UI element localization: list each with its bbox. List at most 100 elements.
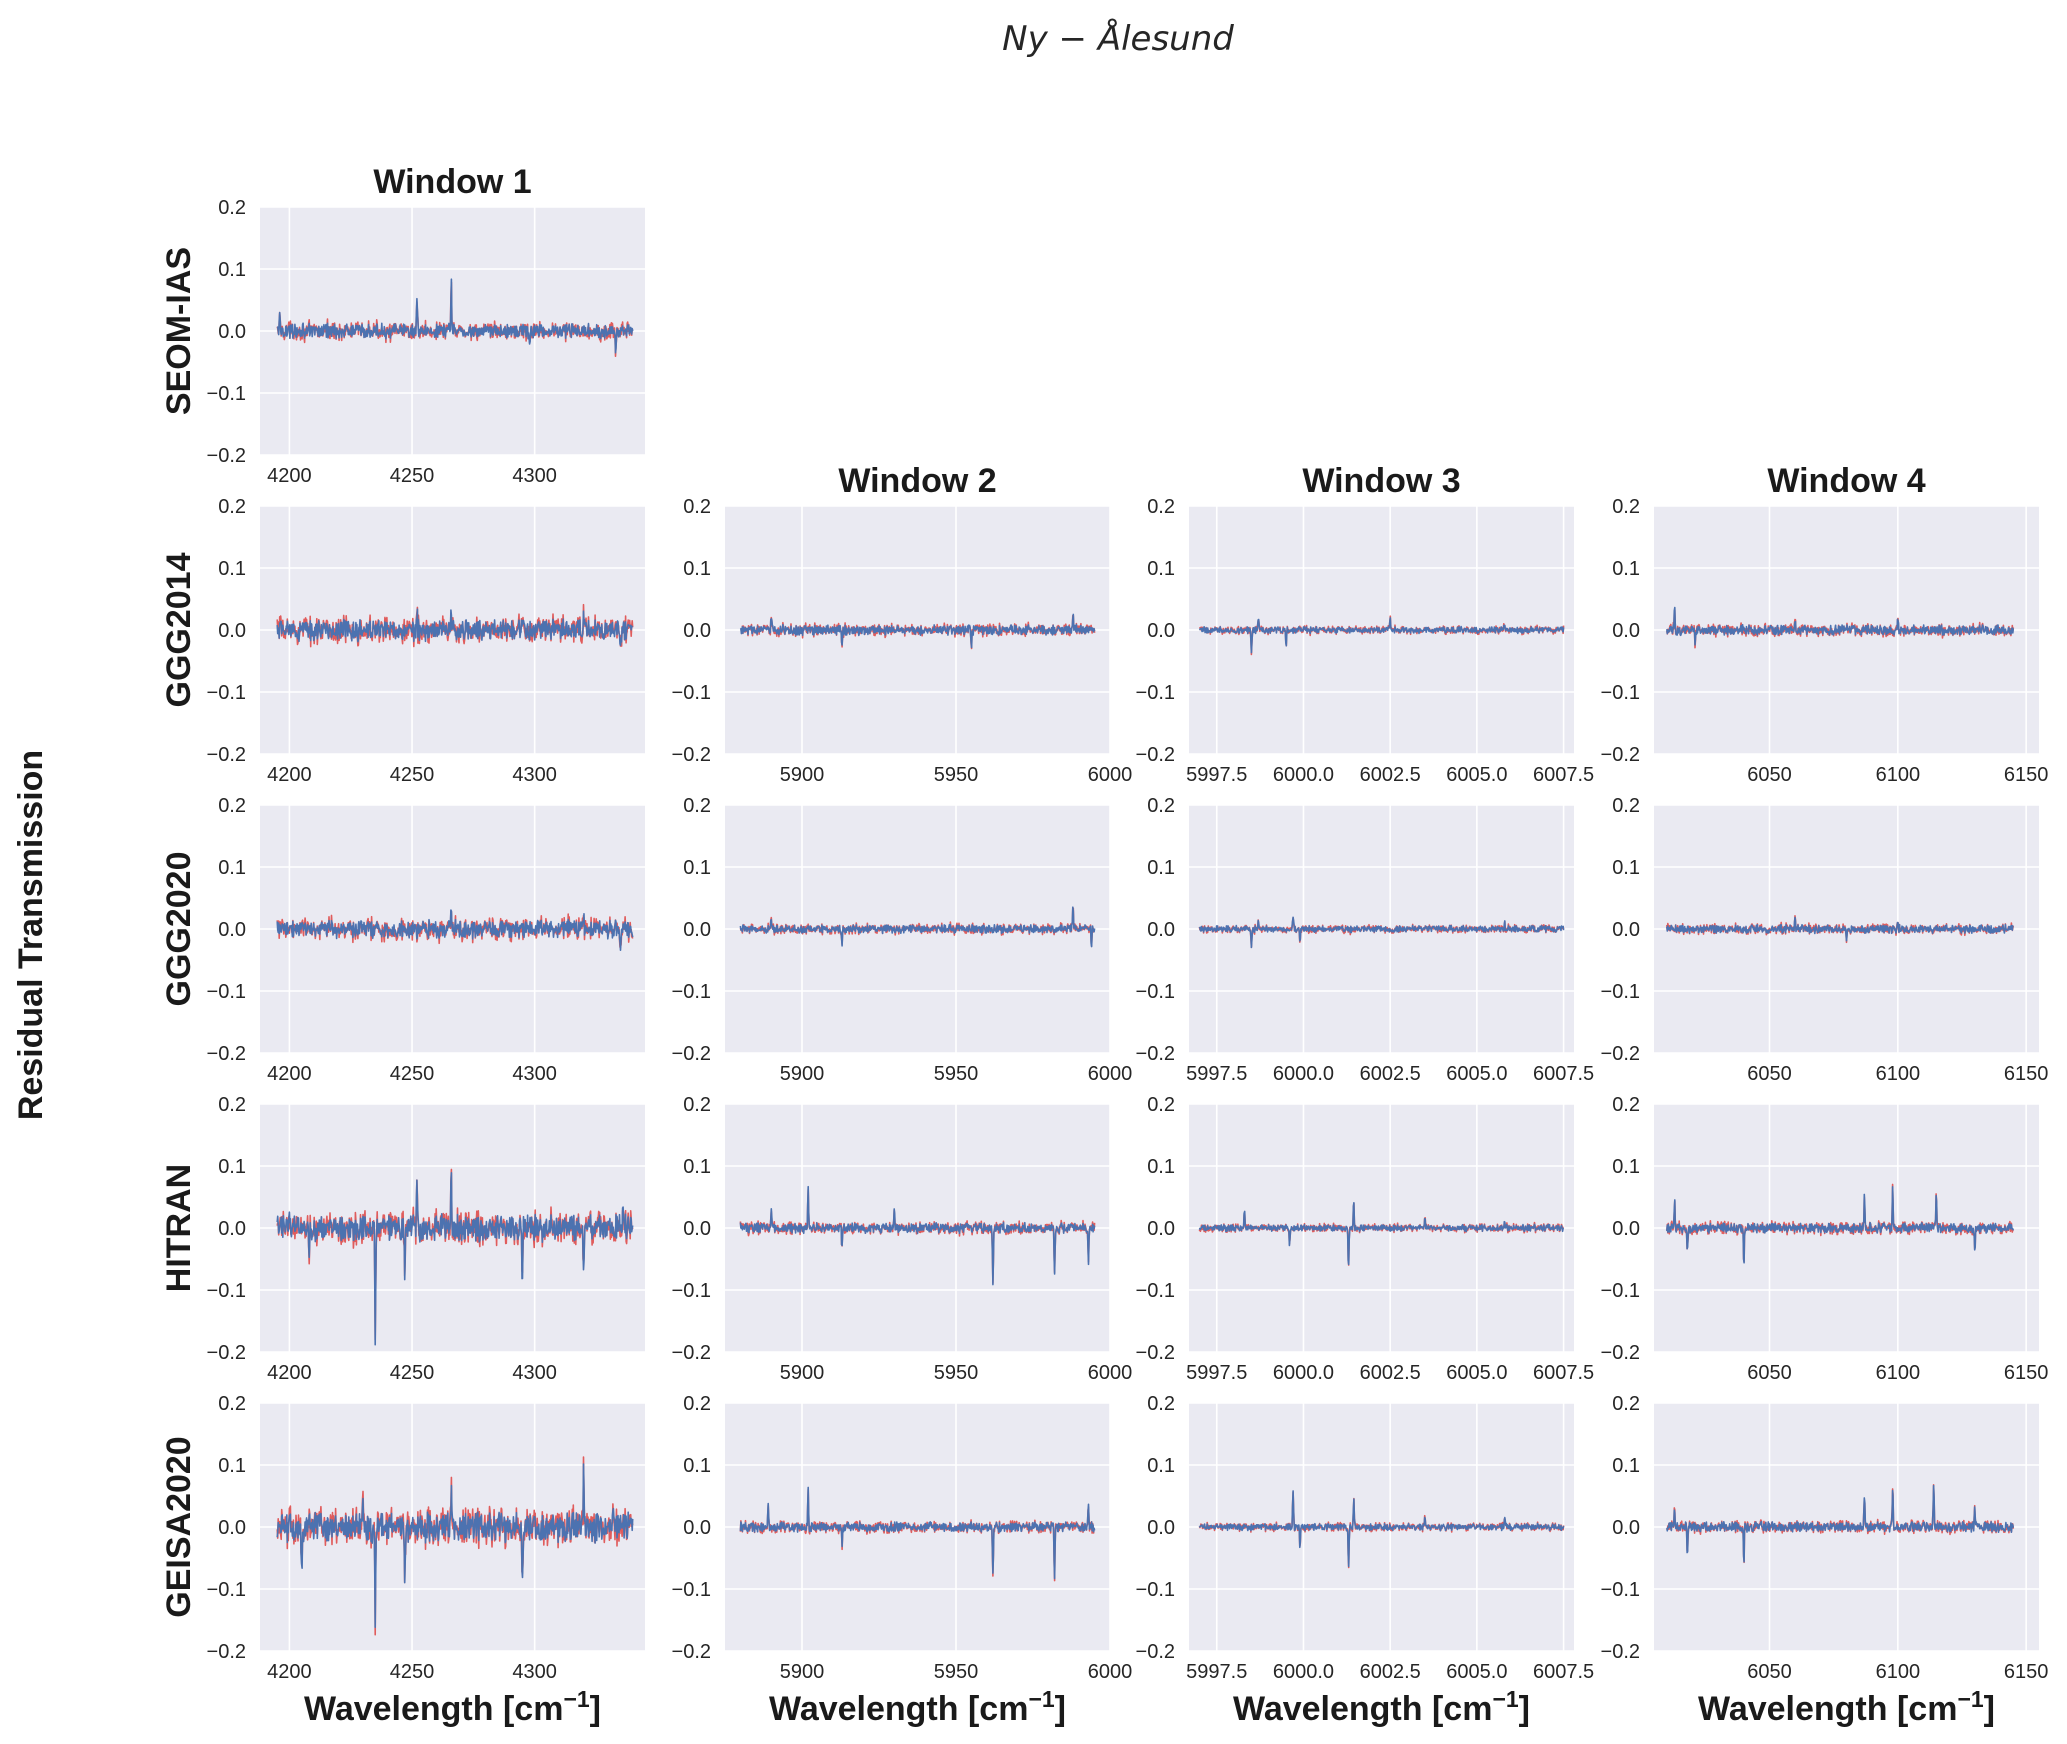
figure-title: Ny − Ålesund	[1002, 18, 1234, 59]
y-tick-label: 0.1	[218, 259, 246, 281]
panel-seom-ias-window-1: −0.2 −0.1 0.0 0.1 0.2 4200 4250 4300	[207, 197, 645, 487]
fitted-series-line	[276, 278, 634, 354]
x-tick-label: 6100	[1876, 1362, 1921, 1384]
panel-ggg2020-window-3: −0.2 −0.1 0.0 0.1 0.2 5997.5 6000.0 6002.5 6005.…	[1136, 795, 1595, 1085]
y-tick-label: 0.2	[218, 197, 246, 219]
y-tick-label: −0.1	[207, 1579, 246, 1601]
row-label-ggg2020: GGG2020	[160, 852, 198, 1007]
y-tick-label: 0.0	[218, 919, 246, 941]
panel-geisa2020-window-4: −0.2 −0.1 0.0 0.1 0.2 6050 6100 6150	[1601, 1393, 2049, 1683]
x-tick-label: 6002.5	[1360, 1063, 1421, 1085]
fitted-series-line	[1666, 606, 2015, 646]
y-tick-label: 0.2	[1147, 496, 1175, 518]
row-labels: SEOM-IAS GGG2014 GGG2020 HITRAN GEISA2020	[160, 247, 198, 1618]
y-tick-label: 0.0	[218, 1517, 246, 1539]
x-axis-label-bracket: ]	[590, 1690, 601, 1728]
fitted-series-line	[1198, 617, 1565, 654]
x-tick-label: 6000.0	[1273, 1661, 1334, 1683]
y-tick-label: 0.1	[683, 558, 711, 580]
x-tick-label: 4300	[512, 764, 557, 786]
y-tick-label: −0.1	[1136, 682, 1175, 704]
y-tick-label: 0.0	[1147, 1218, 1175, 1240]
panel-ggg2014-window-2: −0.2 −0.1 0.0 0.1 0.2 5900 5950 6000	[672, 496, 1133, 786]
x-tick-label: 6005.0	[1446, 1661, 1507, 1683]
x-tick-label: 6000	[1088, 764, 1133, 786]
y-tick-label: 0.1	[218, 1455, 246, 1477]
y-tick-label: −0.1	[207, 383, 246, 405]
x-tick-label: 6150	[2004, 1362, 2049, 1384]
y-tick-label: −0.1	[672, 1280, 711, 1302]
x-tick-label: 5950	[934, 1362, 979, 1384]
y-tick-label: 0.2	[218, 795, 246, 817]
x-tick-label: 5900	[780, 1063, 825, 1085]
panel-grid: −0.2 −0.1 0.0 0.1 0.2 4200 4250 4300 −0.2 −0.1 0.0…	[207, 197, 2049, 1683]
y-tick-label: −0.1	[1136, 1280, 1175, 1302]
column-titles: Window 1 Window 2 Window 3 Window 4	[373, 163, 1925, 500]
x-tick-label: 6005.0	[1446, 1362, 1507, 1384]
panel-geisa2020-window-1: −0.2 −0.1 0.0 0.1 0.2 4200 4250 4300	[207, 1393, 645, 1683]
x-tick-label: 6150	[2004, 1661, 2049, 1683]
fitted-series-line	[276, 608, 634, 647]
y-tick-label: −0.1	[207, 981, 246, 1003]
x-tick-label: 6002.5	[1360, 1661, 1421, 1683]
y-tick-label: −0.2	[1601, 1043, 1640, 1065]
y-tick-label: −0.1	[1601, 1280, 1640, 1302]
x-tick-label: 6100	[1876, 1063, 1921, 1085]
y-tick-label: −0.2	[207, 445, 246, 467]
panel-ggg2014-window-1: −0.2 −0.1 0.0 0.1 0.2 4200 4250 4300	[207, 496, 645, 786]
y-tick-label: 0.0	[683, 1218, 711, 1240]
y-tick-label: −0.2	[1136, 744, 1175, 766]
x-tick-label: 6007.5	[1533, 1063, 1594, 1085]
fitted-series-line	[739, 613, 1096, 649]
y-tick-label: 0.0	[683, 620, 711, 642]
y-tick-label: −0.1	[1136, 1579, 1175, 1601]
fitted-series-line	[276, 909, 634, 952]
fitted-series-line	[276, 1463, 634, 1628]
panel-ggg2014-window-3: −0.2 −0.1 0.0 0.1 0.2 5997.5 6000.0 6002.5 6005.…	[1136, 496, 1595, 786]
x-tick-label: 5997.5	[1186, 764, 1247, 786]
x-axis-label-bracket: ]	[1984, 1690, 1995, 1728]
row-label-seom-ias: SEOM-IAS	[160, 247, 198, 415]
y-tick-label: 0.1	[218, 857, 246, 879]
x-tick-label: 6000.0	[1273, 1063, 1334, 1085]
y-tick-label: −0.2	[1136, 1342, 1175, 1364]
x-axis-label-exponent: −1	[1492, 1686, 1518, 1712]
y-tick-label: 0.1	[1612, 558, 1640, 580]
y-tick-label: 0.0	[1612, 919, 1640, 941]
y-tick-label: 0.1	[683, 1156, 711, 1178]
x-tick-label: 6002.5	[1360, 1362, 1421, 1384]
y-tick-label: 0.1	[683, 857, 711, 879]
y-tick-label: −0.1	[672, 981, 711, 1003]
x-tick-label: 6000.0	[1273, 1362, 1334, 1384]
x-tick-label: 5900	[780, 1661, 825, 1683]
x-tick-label: 4200	[267, 1362, 312, 1384]
y-tick-label: 0.2	[683, 496, 711, 518]
y-tick-label: −0.1	[1601, 981, 1640, 1003]
shared-x-axis-labels: Wavelength [cm−1] Wavelength [cm−1] Wavele…	[304, 1686, 1995, 1728]
fitted-series-line	[1666, 916, 2014, 942]
x-axis-label-window-4: Wavelength [cm−1]	[1698, 1686, 1995, 1728]
fitted-series-line	[739, 1185, 1096, 1286]
y-tick-label: 0.2	[1147, 1393, 1175, 1415]
y-tick-label: 0.1	[218, 558, 246, 580]
y-tick-label: 0.0	[1612, 620, 1640, 642]
x-tick-label: 6050	[1747, 764, 1792, 786]
y-tick-label: 0.1	[683, 1455, 711, 1477]
x-tick-label: 4300	[512, 1661, 557, 1683]
y-tick-label: −0.2	[1136, 1641, 1175, 1663]
x-tick-label: 4200	[267, 764, 312, 786]
y-tick-label: −0.1	[1136, 981, 1175, 1003]
panel-hitran-window-2: −0.2 −0.1 0.0 0.1 0.2 5900 5950 6000	[672, 1094, 1133, 1384]
y-tick-label: −0.2	[207, 1043, 246, 1065]
panel-ggg2020-window-1: −0.2 −0.1 0.0 0.1 0.2 4200 4250 4300	[207, 795, 645, 1085]
x-tick-label: 6005.0	[1446, 764, 1507, 786]
y-tick-label: −0.2	[672, 744, 711, 766]
y-tick-label: 0.2	[218, 496, 246, 518]
y-tick-label: 0.2	[683, 1094, 711, 1116]
panel-hitran-window-4: −0.2 −0.1 0.0 0.1 0.2 6050 6100 6150	[1601, 1094, 2049, 1384]
x-tick-label: 4200	[267, 465, 312, 487]
panel-ggg2014-window-4: −0.2 −0.1 0.0 0.1 0.2 6050 6100 6150	[1601, 496, 2049, 786]
y-tick-label: −0.1	[207, 1280, 246, 1302]
y-tick-label: 0.0	[683, 1517, 711, 1539]
